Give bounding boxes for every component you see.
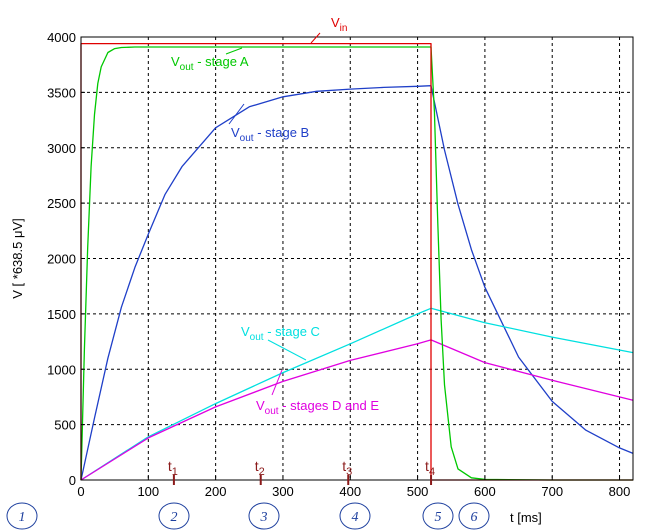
y-tick-label: 2000 xyxy=(47,252,76,267)
annotation-leader xyxy=(225,47,243,55)
series-line-4 xyxy=(80,339,634,481)
y-tick-label: 3500 xyxy=(47,85,76,100)
grid xyxy=(81,36,633,480)
y-tick-label: 2500 xyxy=(47,196,76,211)
phase-label: 2 xyxy=(171,510,178,525)
annotation-leader xyxy=(267,339,307,361)
series-layer xyxy=(80,42,634,481)
phase-label: 3 xyxy=(260,510,268,525)
annotation-label: Vin xyxy=(331,15,347,34)
annotation-layer: Vin Vout - stage A Vout - stage B Vout - st… xyxy=(171,15,379,417)
x-axis-label: t [ms] xyxy=(510,510,542,525)
phase-label: 1 xyxy=(19,510,26,525)
x-tick-label: 800 xyxy=(609,484,631,499)
annotation-label: Vout - stages D and E xyxy=(256,398,379,417)
y-axis-label: V [ *638.5 μV] xyxy=(10,218,25,298)
series-line-2 xyxy=(80,85,634,481)
annotation-label: Vout - stage C xyxy=(241,324,320,343)
x-tick-label: 0 xyxy=(77,484,84,499)
x-tick-label: 100 xyxy=(137,484,159,499)
annotation-label: Vout - stage A xyxy=(171,54,249,73)
x-tick-label: 500 xyxy=(407,484,429,499)
phase-label: 4 xyxy=(352,510,359,525)
y-tick-label: 3000 xyxy=(47,141,76,156)
phase-label: 6 xyxy=(471,510,478,525)
x-tick-label: 600 xyxy=(474,484,496,499)
x-tick-label: 700 xyxy=(541,484,563,499)
phase-circle xyxy=(458,502,490,530)
phase-circle xyxy=(422,502,454,530)
x-tick-label: 300 xyxy=(272,484,294,499)
y-tick-label: 500 xyxy=(54,418,76,433)
annotation-leader xyxy=(310,32,321,44)
time-marker-label: t2 xyxy=(255,458,265,478)
series-line-0 xyxy=(80,42,633,481)
x-tick-label: 400 xyxy=(339,484,361,499)
phase-layer: 1 2 3 4 5 6 xyxy=(6,502,490,530)
tick-layer: 0 100 200 300 400 500 600 700 800 0 500 1000 1500 200… xyxy=(47,30,630,499)
phase-circle xyxy=(158,502,190,530)
time-marker-label: t1 xyxy=(168,458,178,478)
y-tick-label: 1500 xyxy=(47,307,76,322)
x-tick-label: 200 xyxy=(205,484,227,499)
y-tick-label: 1000 xyxy=(47,362,76,377)
time-marker-label: t4 xyxy=(425,458,435,478)
annotation-label: Vout - stage B xyxy=(231,125,309,144)
time-marker-layer: t1 t2 t3 t4 xyxy=(168,458,435,485)
phase-circle xyxy=(6,502,38,530)
phase-circle xyxy=(339,502,371,530)
series-line-3 xyxy=(80,307,634,481)
phase-circle xyxy=(248,502,280,530)
phase-label: 5 xyxy=(435,510,442,525)
time-marker-label: t3 xyxy=(342,458,352,478)
y-tick-label: 0 xyxy=(69,473,76,488)
series-line-1 xyxy=(80,46,633,481)
y-tick-label: 4000 xyxy=(47,30,76,45)
annotation-leader xyxy=(228,103,245,125)
annotation-leader xyxy=(271,369,283,396)
